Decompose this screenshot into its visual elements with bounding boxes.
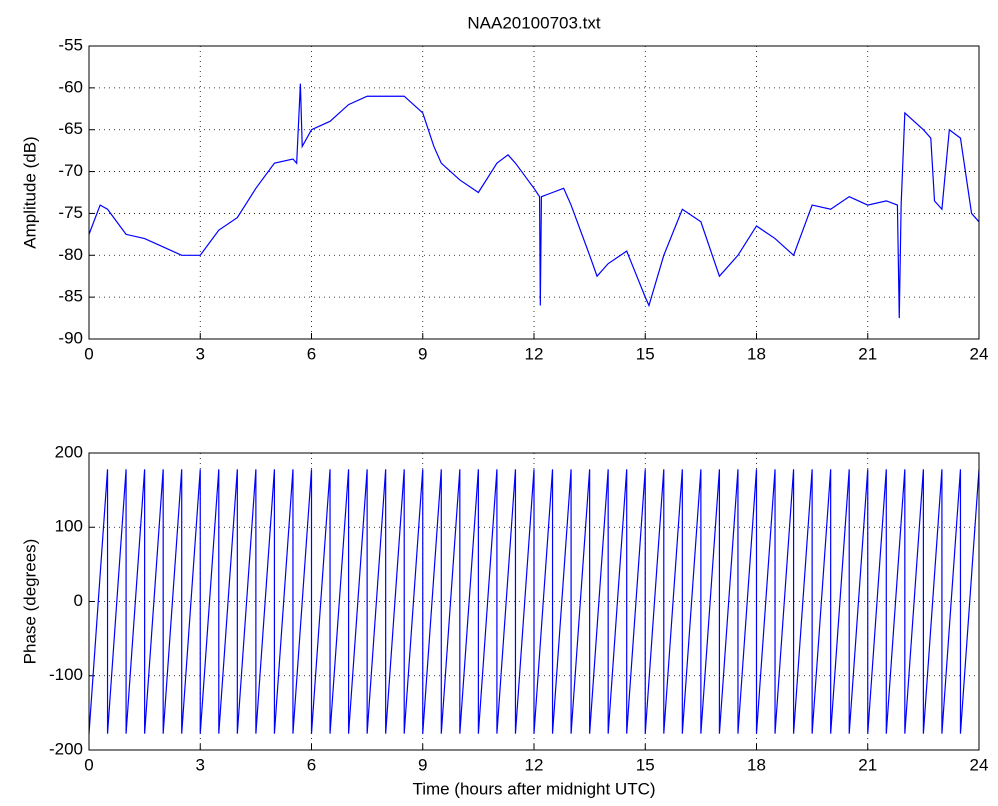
plot-frame	[88, 452, 980, 751]
chart-title: NAA20100703.txt	[467, 13, 601, 32]
x-tick-label: 12	[525, 344, 544, 363]
data-line	[88, 83, 980, 319]
x-tick-label: 6	[307, 344, 316, 363]
x-tick-label: 24	[970, 344, 989, 363]
y-tick-label: -85	[58, 287, 83, 306]
y-axis-label: Amplitude (dB)	[20, 136, 39, 248]
x-tick-label: 9	[418, 755, 427, 774]
data-line	[88, 469, 980, 734]
plot-frame	[88, 45, 980, 340]
x-tick-label: 15	[636, 755, 655, 774]
y-tick-label: -70	[58, 161, 83, 180]
x-tick-label: 0	[84, 344, 93, 363]
y-tick-label: -80	[58, 245, 83, 264]
x-axis-label: Time (hours after midnight UTC)	[412, 779, 655, 798]
y-axis-label: Phase (degrees)	[20, 539, 39, 665]
y-tick-label: -75	[58, 203, 83, 222]
x-tick-label: 21	[858, 344, 877, 363]
y-tick-label: 200	[55, 442, 83, 461]
y-tick-label: 0	[74, 591, 83, 610]
x-tick-label: 3	[196, 344, 205, 363]
x-tick-label: 6	[307, 755, 316, 774]
x-tick-label: 24	[970, 755, 989, 774]
x-tick-label: 21	[858, 755, 877, 774]
x-tick-label: 15	[636, 344, 655, 363]
y-tick-label: -200	[49, 739, 83, 758]
x-tick-label: 9	[418, 344, 427, 363]
y-tick-label: -55	[58, 35, 83, 54]
x-tick-label: 3	[196, 755, 205, 774]
x-tick-label: 0	[84, 755, 93, 774]
y-tick-label: -60	[58, 77, 83, 96]
x-tick-label: 18	[747, 755, 766, 774]
y-tick-label: -90	[58, 328, 83, 347]
x-tick-label: 18	[747, 344, 766, 363]
y-tick-label: 100	[55, 517, 83, 536]
x-tick-label: 12	[525, 755, 544, 774]
y-tick-label: -100	[49, 665, 83, 684]
y-tick-label: -65	[58, 119, 83, 138]
